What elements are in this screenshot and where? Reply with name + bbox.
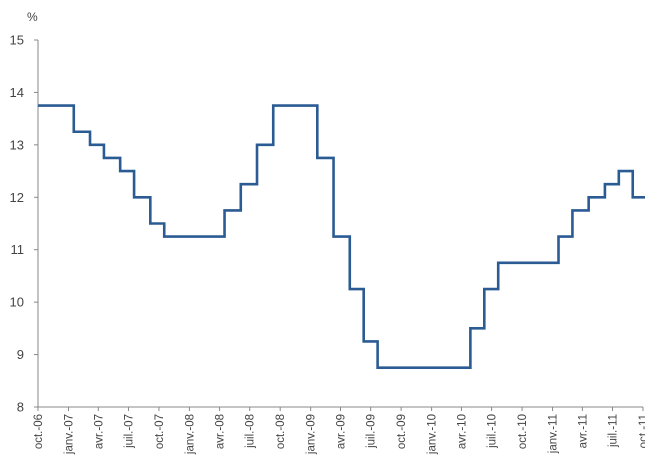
x-tick-label: juil.-11: [608, 414, 620, 448]
y-tick-label: 12: [10, 190, 24, 205]
x-tick-label: oct.-10: [517, 414, 529, 449]
x-tick-label: janv.-09: [306, 414, 318, 455]
y-tick-label: 15: [10, 33, 24, 48]
x-tick-label: avr.-09: [336, 414, 348, 449]
x-tick-label: janv.-07: [63, 414, 75, 455]
x-tick-label: janv.-11: [548, 414, 560, 454]
x-tick-label: oct.-08: [275, 414, 287, 449]
x-tick-label: oct.-06: [33, 414, 45, 449]
x-axis: oct.-06 janv.-07 avr.-07 juil.-07 oct.-07 jan…: [33, 406, 645, 455]
x-tick-label: avr.-07: [93, 414, 105, 449]
x-tick-label: janv.-10: [427, 414, 439, 455]
y-tick-label: 10: [10, 295, 24, 310]
x-tick-label: juil.-07: [123, 414, 135, 449]
y-tick-label: 13: [10, 137, 24, 152]
x-tick-label: oct.-07: [154, 414, 166, 449]
x-tick-label: juil.-09: [366, 414, 378, 449]
x-tick-label: avr.-11: [577, 414, 589, 448]
x-tick-label: janv.-08: [184, 414, 196, 455]
x-tick-label: avr.-08: [215, 414, 227, 449]
x-tick-label: juil.-10: [487, 414, 499, 449]
y-tick-label: 11: [11, 242, 25, 257]
series-line-0: [38, 104, 645, 369]
y-tick-label: 14: [10, 85, 24, 100]
x-tick-label: avr.-10: [456, 414, 468, 449]
x-tick-label: oct.-11: [638, 414, 645, 448]
y-tick-label: 8: [17, 400, 24, 415]
y-axis: 8 9 10 11 12 13 14 15: [10, 33, 39, 415]
y-tick-label: 9: [17, 347, 24, 362]
y-axis-unit-label: %: [27, 10, 38, 24]
x-tick-label: oct.-09: [396, 414, 408, 449]
series-group: [38, 104, 645, 369]
x-tick-label: juil.-08: [245, 414, 257, 449]
